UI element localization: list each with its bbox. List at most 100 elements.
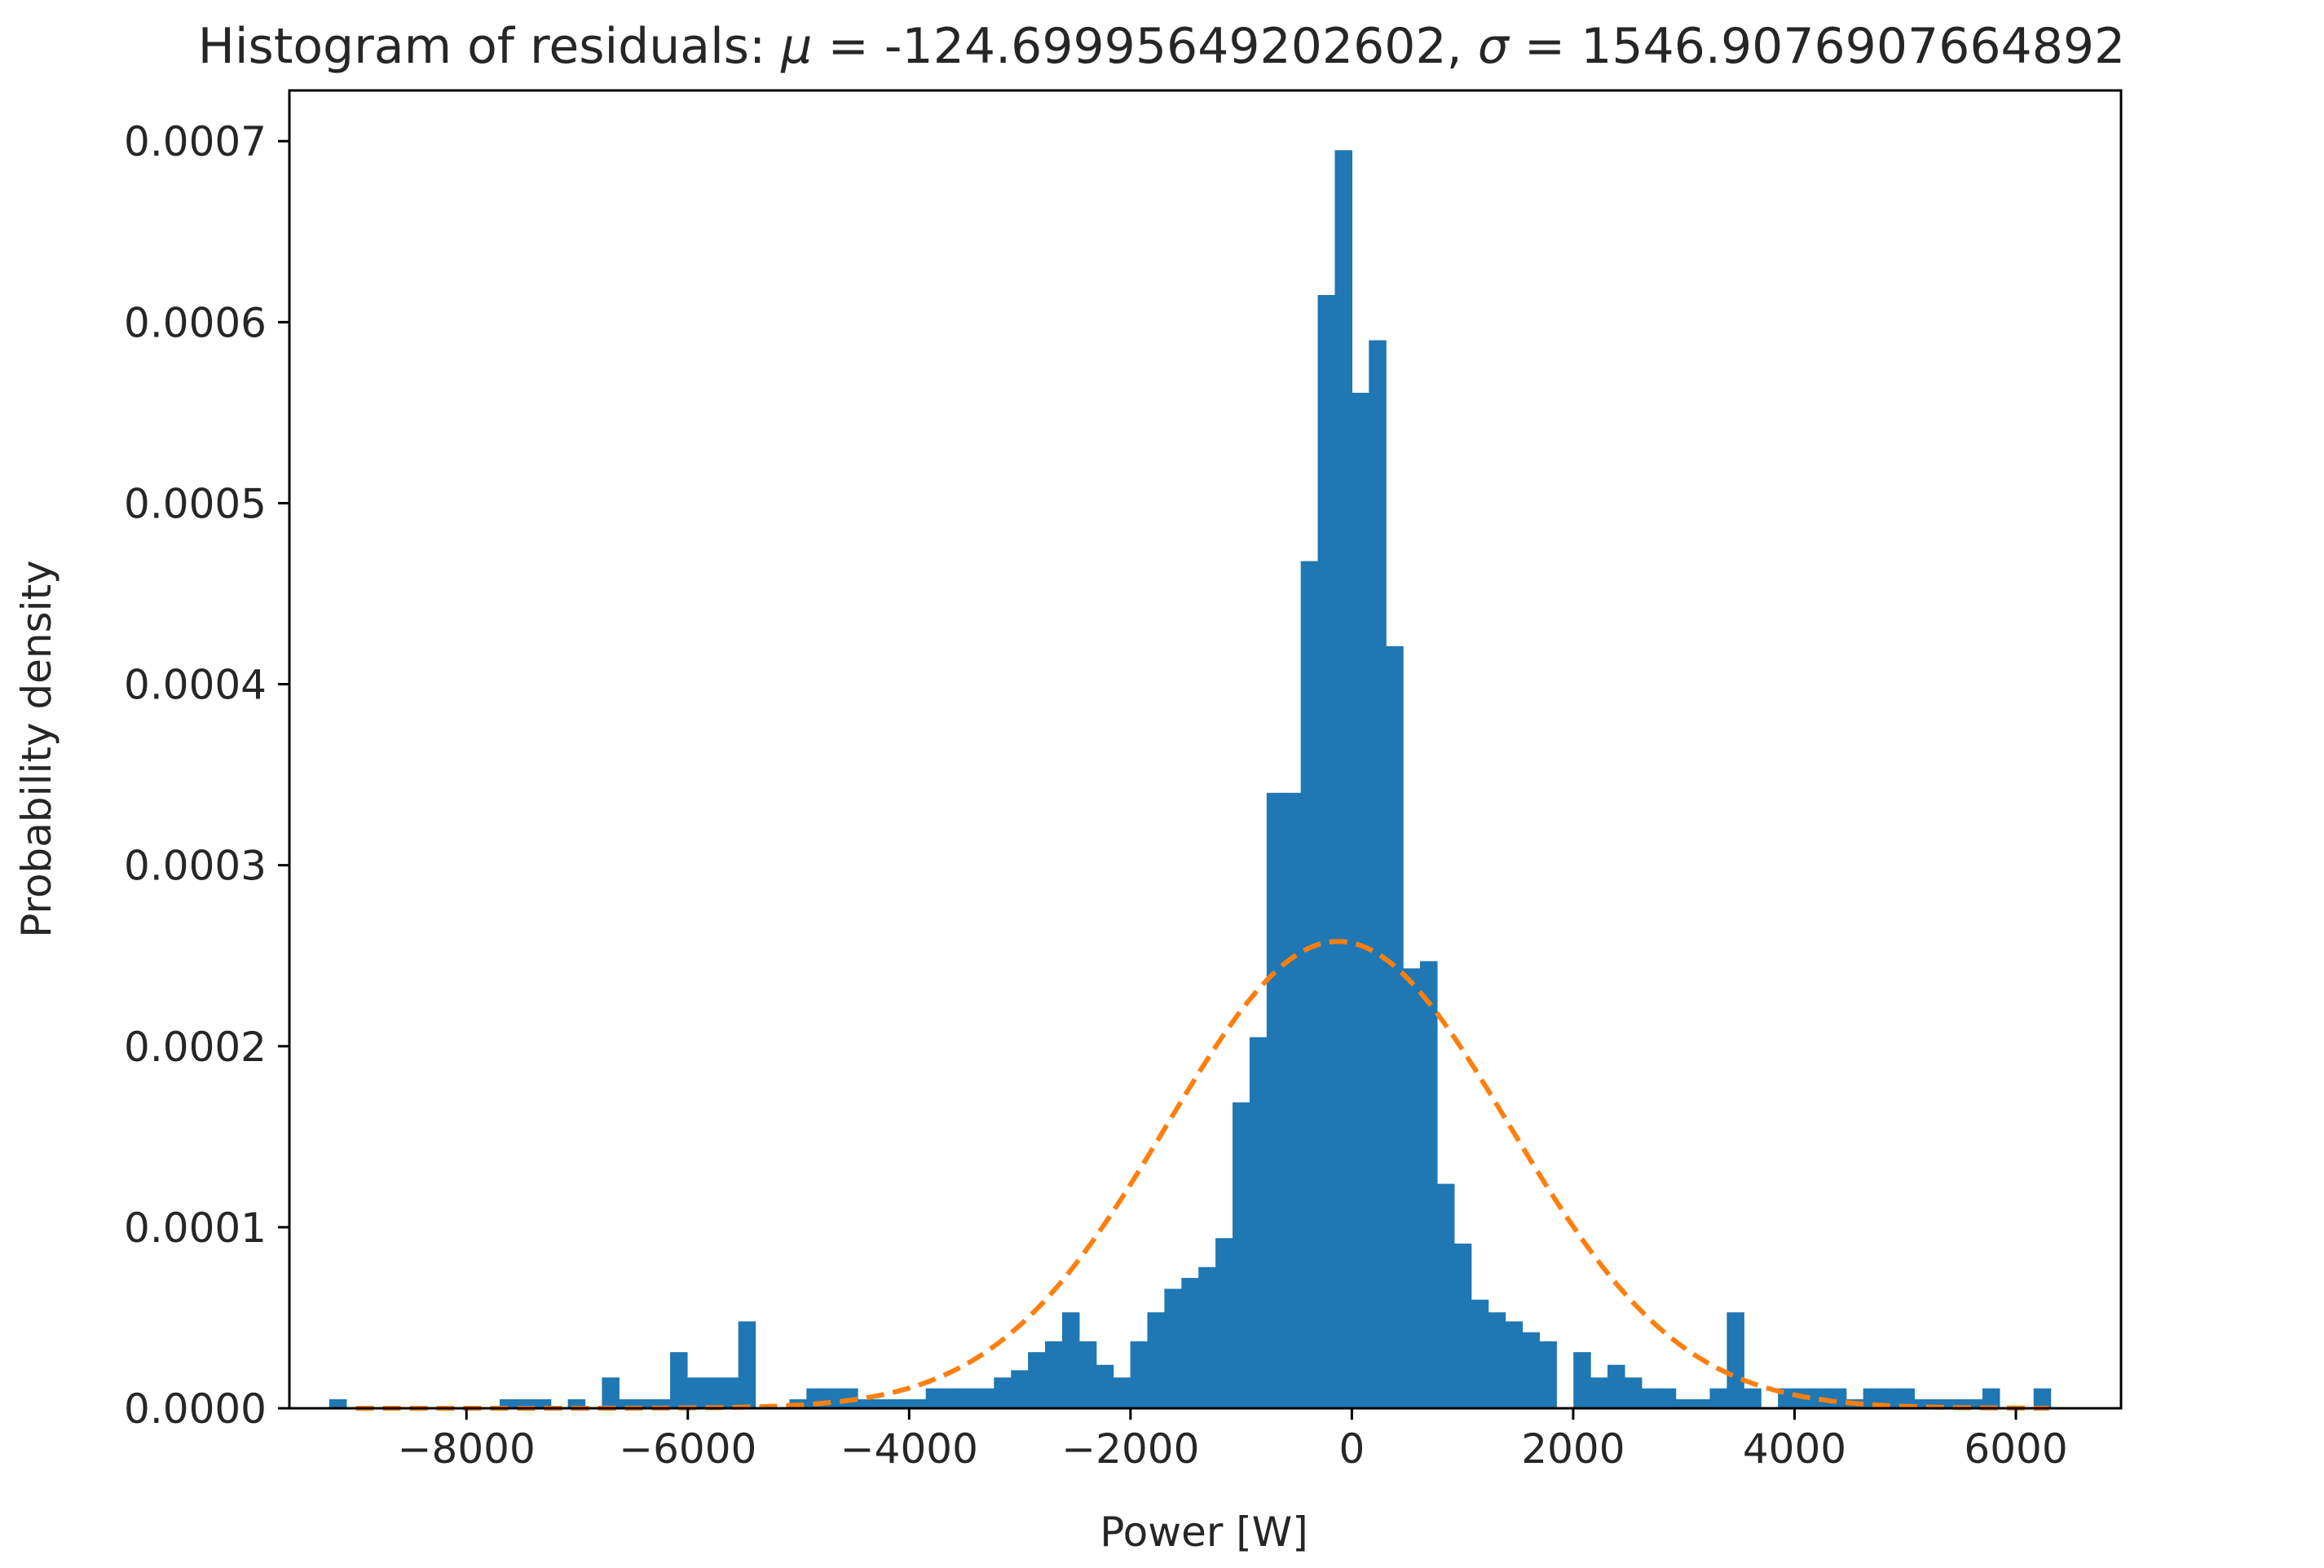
- histogram-bar: [619, 1398, 637, 1408]
- histogram-bar: [567, 1398, 586, 1408]
- histogram-bar: [891, 1398, 910, 1408]
- plot-frame: [288, 89, 2123, 1410]
- y-tick-label: 0.0005: [124, 480, 267, 527]
- x-tick-label: −2000: [1061, 1425, 1199, 1473]
- histogram-bar: [1658, 1388, 1677, 1408]
- histogram-bar: [329, 1398, 347, 1408]
- y-axis-ticks: 0.0000 0.0001 0.0002 0.0003 0.0004 0.0005 0.00…: [124, 118, 289, 1433]
- histogram-bar: [1709, 1388, 1727, 1408]
- histogram-bar: [1181, 1278, 1199, 1408]
- histogram-bar: [1233, 1102, 1250, 1408]
- histogram-bar: [1931, 1398, 1949, 1408]
- x-tick-label: −6000: [619, 1425, 756, 1473]
- x-axis-ticks: −8000 −6000 −4000 −2000 0 2000 4000 6000: [398, 1408, 2068, 1473]
- histogram-bar: [874, 1398, 893, 1408]
- histogram-bar: [1300, 561, 1319, 1408]
- histogram-bar: [1744, 1388, 1762, 1408]
- chart-title-separator: ,: [1447, 18, 1478, 75]
- histogram-bar: [1641, 1388, 1660, 1408]
- histogram-bar: [1283, 792, 1302, 1408]
- y-tick-label: 0.0003: [124, 843, 267, 890]
- histogram-bar: [1011, 1370, 1029, 1408]
- histogram-bar: [925, 1388, 944, 1408]
- histogram-bar: [1624, 1377, 1643, 1408]
- histogram-bar: [959, 1388, 978, 1408]
- histogram-bar: [721, 1377, 739, 1408]
- y-tick-label: 0.0000: [124, 1385, 267, 1433]
- histogram-bar: [1078, 1341, 1097, 1408]
- y-axis-label: Probability density: [13, 560, 60, 938]
- y-tick-label: 0.0004: [124, 662, 267, 709]
- histogram-bar: [1948, 1398, 1966, 1408]
- histogram-bar: [1897, 1388, 1915, 1408]
- histogram-bar: [1096, 1364, 1114, 1408]
- histogram-bar: [1164, 1288, 1182, 1408]
- histogram-bar: [533, 1398, 552, 1408]
- y-tick-label: 0.0002: [124, 1024, 267, 1071]
- histogram-bar: [1334, 150, 1352, 1408]
- chart-title-equals-1: =: [812, 18, 884, 75]
- chart-title-mu-value: -124.69995649202602: [884, 18, 1447, 75]
- histogram-bar: [1726, 1312, 1744, 1408]
- histogram-bar: [858, 1398, 875, 1408]
- histogram-bar: [1147, 1312, 1166, 1408]
- chart-title-sigma-symbol: σ: [1478, 18, 1510, 75]
- histogram-bar: [703, 1377, 722, 1408]
- histogram-bar: [653, 1398, 671, 1408]
- histogram-bar: [1386, 645, 1404, 1408]
- histogram-bar: [1403, 968, 1421, 1408]
- x-tick-label: −8000: [398, 1425, 536, 1473]
- histogram-bar: [636, 1398, 654, 1408]
- histogram-bar: [1471, 1299, 1489, 1408]
- y-tick-label: 0.0006: [124, 299, 267, 346]
- histogram-bar: [670, 1352, 688, 1408]
- histogram-bar: [977, 1388, 994, 1408]
- histogram-bar: [1828, 1388, 1847, 1408]
- histogram-bar: [1982, 1388, 2000, 1408]
- histogram-bar: [1522, 1332, 1540, 1408]
- histogram-bar: [1198, 1266, 1216, 1408]
- histogram-bar: [602, 1377, 620, 1408]
- chart-title-sigma-value: 1546.9076907664892: [1581, 18, 2125, 75]
- chart-title: Histogram of residuals: μ = -124.6999564…: [198, 18, 2125, 75]
- histogram-bar: [499, 1398, 518, 1408]
- x-tick-label: 0: [1338, 1425, 1365, 1473]
- histogram-bar: [1215, 1238, 1233, 1408]
- x-axis-label: Power [W]: [1100, 1509, 1308, 1556]
- histogram-bar: [1539, 1341, 1557, 1408]
- histogram-bar: [1914, 1398, 1932, 1408]
- histogram-bar: [2033, 1388, 2052, 1408]
- chart-title-prefix: Histogram of residuals:: [198, 18, 782, 75]
- histogram-bar: [1113, 1377, 1131, 1408]
- histogram-bar: [1488, 1312, 1506, 1408]
- histogram-bar: [1607, 1364, 1625, 1408]
- histogram-bar: [738, 1321, 756, 1408]
- y-tick-label: 0.0007: [124, 118, 267, 165]
- x-tick-label: 4000: [1743, 1425, 1846, 1473]
- histogram-bar: [1436, 1183, 1455, 1408]
- x-tick-label: 6000: [1964, 1425, 2067, 1473]
- histogram-bar: [1692, 1398, 1711, 1408]
- chart-title-equals-2: =: [1509, 18, 1581, 75]
- histogram-bars: [329, 150, 2052, 1409]
- histogram-bar: [1130, 1341, 1149, 1408]
- histogram-bar: [1573, 1352, 1591, 1408]
- histogram-bar: [1028, 1352, 1046, 1408]
- x-tick-label: −4000: [840, 1425, 978, 1473]
- x-tick-label: 2000: [1521, 1425, 1625, 1473]
- histogram-bar: [908, 1398, 927, 1408]
- histogram-bar: [1266, 792, 1285, 1408]
- histogram-bar: [1675, 1398, 1694, 1408]
- histogram-bar: [1061, 1312, 1080, 1408]
- histogram-bar: [516, 1398, 535, 1408]
- histogram-bar: [1590, 1377, 1608, 1408]
- histogram-bar: [942, 1388, 961, 1408]
- histogram-bar: [994, 1377, 1012, 1408]
- y-tick-label: 0.0001: [124, 1205, 267, 1252]
- chart-title-mu-symbol: μ: [780, 18, 812, 75]
- histogram-bar: [686, 1377, 705, 1408]
- histogram-bar: [1420, 961, 1438, 1408]
- histogram-bar: [1965, 1398, 1983, 1408]
- histogram-bar: [1317, 294, 1336, 1409]
